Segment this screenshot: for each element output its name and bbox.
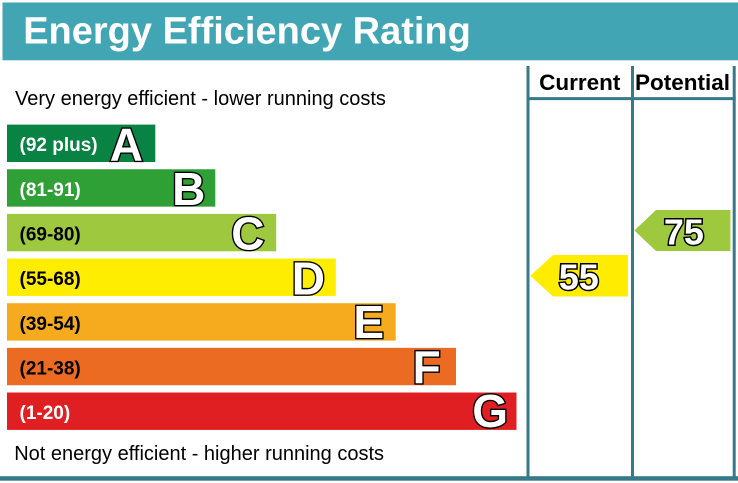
svg-text:75: 75 [664, 212, 704, 253]
svg-text:Current: Current [539, 70, 621, 95]
svg-text:Potential: Potential [635, 70, 730, 95]
svg-text:(81-91): (81-91) [20, 180, 81, 201]
svg-text:G: G [472, 385, 508, 437]
svg-text:E: E [353, 296, 384, 348]
svg-text:Not energy efficient - higher: Not energy efficient - higher running co… [14, 443, 384, 465]
svg-text:(55-68): (55-68) [20, 269, 81, 290]
svg-text:(1-20): (1-20) [20, 403, 71, 424]
svg-text:Energy Efficiency Rating: Energy Efficiency Rating [23, 11, 471, 53]
svg-text:Very energy efficient - lower: Very energy efficient - lower running co… [15, 88, 386, 110]
svg-text:A: A [110, 118, 143, 170]
svg-text:B: B [172, 163, 205, 215]
svg-text:(21-38): (21-38) [20, 358, 81, 379]
svg-text:F: F [413, 341, 441, 393]
svg-text:D: D [292, 252, 325, 304]
svg-text:(39-54): (39-54) [20, 314, 81, 335]
svg-text:C: C [231, 207, 264, 259]
svg-text:(69-80): (69-80) [20, 225, 81, 246]
svg-text:(92 plus): (92 plus) [20, 135, 98, 156]
svg-text:55: 55 [559, 256, 599, 297]
